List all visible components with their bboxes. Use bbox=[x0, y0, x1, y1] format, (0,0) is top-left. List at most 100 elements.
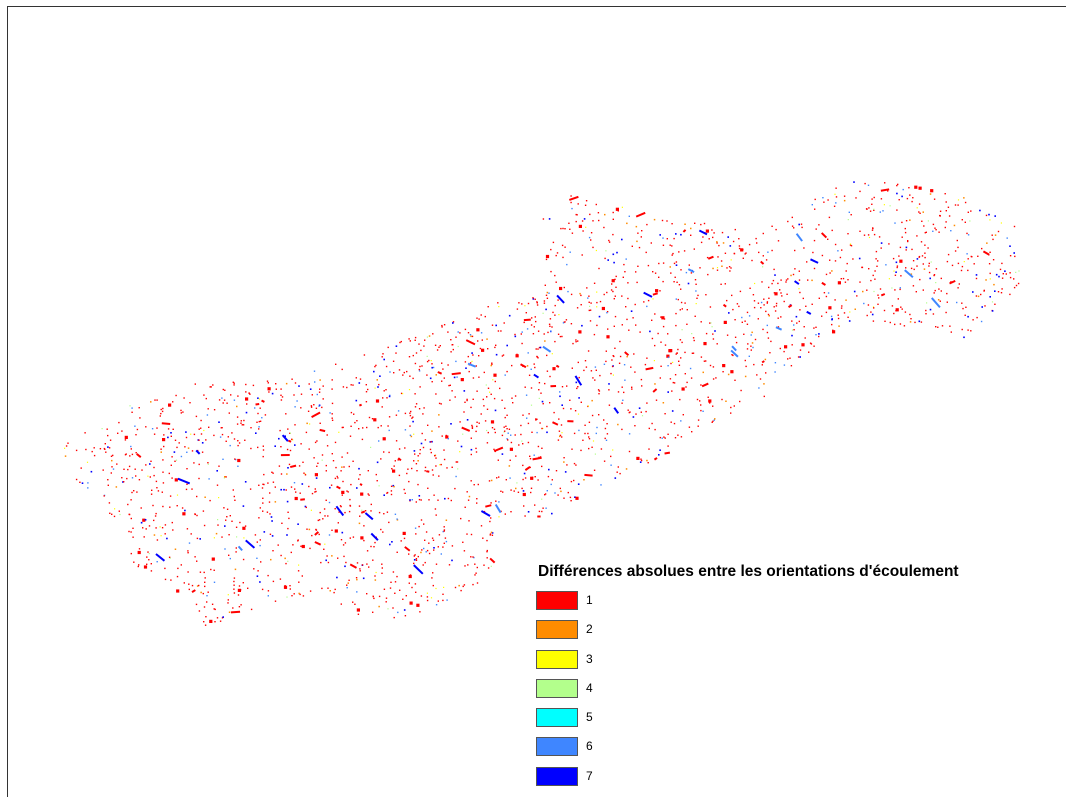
flow-difference-pixel bbox=[256, 575, 259, 577]
flow-difference-pixel bbox=[901, 236, 903, 238]
flow-difference-pixel bbox=[741, 321, 743, 323]
flow-difference-pixel bbox=[809, 342, 812, 344]
flow-difference-pixel bbox=[527, 352, 529, 354]
flow-difference-pixel bbox=[272, 481, 275, 483]
flow-difference-pixel bbox=[922, 289, 924, 291]
flow-difference-pixel bbox=[534, 316, 536, 318]
flow-difference-pixel bbox=[288, 517, 290, 520]
flow-difference-pixel bbox=[610, 372, 612, 375]
flow-difference-pixel bbox=[476, 502, 478, 504]
flow-difference-pixel bbox=[350, 411, 353, 414]
flow-difference-pixel bbox=[321, 587, 323, 590]
flow-difference-pixel bbox=[186, 468, 188, 470]
flow-difference-pixel bbox=[172, 401, 174, 403]
flow-difference-pixel bbox=[567, 290, 569, 293]
flow-difference-pixel bbox=[359, 568, 361, 570]
flow-difference-pixel bbox=[896, 265, 899, 267]
flow-difference-pixel bbox=[359, 570, 361, 572]
flow-difference-pixel bbox=[667, 433, 669, 435]
flow-difference-pixel bbox=[779, 289, 781, 291]
flow-difference-pixel bbox=[605, 439, 608, 441]
flow-difference-pixel bbox=[301, 483, 304, 485]
flow-difference-pixel bbox=[972, 319, 974, 321]
flow-difference-pixel bbox=[254, 407, 256, 409]
flow-difference-pixel bbox=[326, 445, 329, 447]
flow-difference-pixel bbox=[258, 428, 260, 430]
flow-difference-pixel bbox=[486, 539, 488, 542]
flow-difference-pixel bbox=[677, 434, 679, 436]
flow-difference-pixel bbox=[221, 536, 223, 538]
flow-difference-pixel bbox=[584, 432, 586, 435]
flow-difference-pixel bbox=[783, 350, 785, 353]
flow-difference-pixel bbox=[235, 551, 237, 553]
flow-difference-pixel bbox=[438, 534, 441, 536]
flow-difference-pixel bbox=[291, 378, 293, 380]
flow-difference-pixel bbox=[975, 274, 978, 276]
flow-difference-pixel bbox=[374, 387, 376, 389]
flow-difference-pixel bbox=[813, 345, 815, 347]
flow-difference-pixel bbox=[419, 452, 421, 455]
flow-difference-pixel bbox=[562, 322, 565, 324]
flow-difference-pixel bbox=[392, 484, 395, 487]
flow-difference-pixel bbox=[611, 365, 614, 368]
flow-difference-pixel bbox=[166, 537, 168, 540]
flow-difference-pixel bbox=[957, 204, 959, 206]
flow-difference-pixel bbox=[649, 330, 651, 333]
flow-difference-pixel bbox=[135, 475, 137, 477]
flow-difference-pixel bbox=[335, 466, 337, 469]
flow-difference-pixel bbox=[359, 474, 361, 476]
flow-difference-pixel bbox=[750, 345, 752, 347]
flow-difference-pixel bbox=[606, 423, 608, 425]
flow-difference-pixel bbox=[1001, 277, 1004, 279]
flow-difference-pixel bbox=[388, 395, 391, 398]
flow-difference-pixel bbox=[628, 215, 630, 217]
flow-difference-pixel bbox=[675, 298, 677, 300]
flow-difference-pixel bbox=[378, 595, 381, 598]
flow-difference-pixel bbox=[578, 429, 580, 432]
flow-difference-pixel bbox=[674, 374, 677, 376]
flow-difference-pixel bbox=[124, 439, 127, 441]
flow-difference-pixel bbox=[765, 372, 767, 374]
flow-difference-pixel bbox=[595, 249, 597, 252]
flow-difference-pixel bbox=[614, 347, 616, 349]
flow-difference-pixel bbox=[104, 448, 106, 450]
flow-difference-pixel bbox=[264, 414, 267, 416]
flow-difference-pixel bbox=[392, 607, 394, 609]
flow-difference-pixel bbox=[767, 337, 770, 339]
flow-difference-pixel bbox=[897, 183, 899, 186]
flow-difference-pixel bbox=[421, 365, 423, 367]
flow-difference-pixel bbox=[562, 256, 564, 259]
flow-difference-pixel bbox=[676, 352, 678, 354]
flow-difference-pixel bbox=[551, 326, 553, 328]
flow-difference-pixel bbox=[233, 588, 235, 590]
flow-difference-pixel bbox=[349, 498, 351, 501]
flow-difference-pixel bbox=[768, 286, 770, 289]
flow-difference-pixel bbox=[911, 248, 913, 251]
flow-difference-pixel bbox=[591, 414, 594, 417]
flow-difference-pixel bbox=[558, 314, 560, 316]
flow-difference-pixel bbox=[905, 249, 907, 251]
flow-difference-pixel bbox=[803, 247, 805, 249]
flow-difference-pixel bbox=[327, 587, 329, 589]
flow-difference-pixel bbox=[994, 290, 996, 292]
flow-difference-pixel bbox=[537, 515, 541, 518]
flow-difference-pixel bbox=[486, 408, 489, 410]
flow-difference-pixel bbox=[516, 308, 519, 310]
flow-difference-pixel bbox=[381, 356, 383, 358]
flow-difference-pixel bbox=[213, 409, 216, 411]
flow-difference-pixel bbox=[233, 382, 235, 384]
flow-difference-pixel bbox=[705, 332, 708, 335]
flow-difference-pixel bbox=[368, 494, 370, 496]
flow-difference-pixel bbox=[308, 485, 310, 488]
flow-difference-pixel bbox=[490, 517, 492, 519]
flow-difference-pixel bbox=[133, 561, 135, 563]
flow-difference-pixel bbox=[735, 341, 738, 344]
flow-difference-pixel bbox=[610, 289, 613, 291]
flow-difference-pixel bbox=[418, 368, 420, 371]
flow-difference-pixel bbox=[101, 428, 103, 430]
flow-difference-pixel bbox=[421, 432, 423, 435]
flow-difference-pixel bbox=[107, 446, 109, 448]
flow-difference-pixel bbox=[444, 497, 446, 500]
flow-difference-pixel bbox=[382, 437, 386, 441]
flow-difference-pixel bbox=[131, 411, 133, 413]
